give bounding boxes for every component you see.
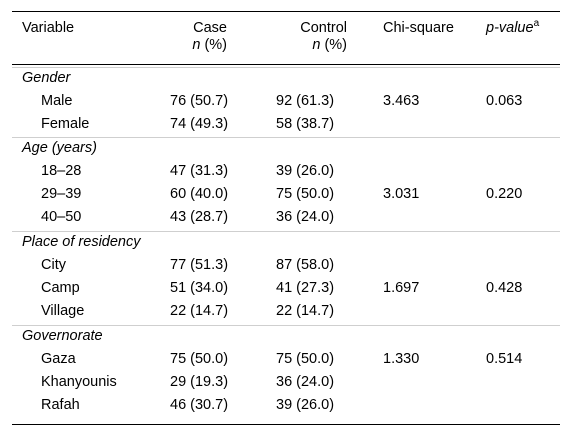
header-case-title: Case (193, 20, 227, 36)
row-label: 18–28 (41, 163, 82, 179)
row-label: 29–39 (41, 186, 82, 202)
group-heading: Age (years) (22, 140, 97, 156)
header-case-percent: (%) (204, 37, 227, 53)
row-label: 40–50 (41, 209, 82, 225)
case-value: 60 (40.0) (170, 186, 229, 202)
case-value: 51 (34.0) (170, 280, 229, 296)
chi-square-value: 3.463 (383, 93, 420, 109)
row-label: Khanyounis (41, 374, 117, 390)
control-value: 75 (50.0) (276, 351, 335, 367)
case-value: 75 (50.0) (170, 351, 229, 367)
header-chi-square: Chi-square (383, 20, 454, 36)
group-divider (12, 137, 560, 138)
group-divider (12, 231, 560, 232)
row-label: Gaza (41, 351, 76, 367)
control-value: 39 (26.0) (276, 163, 335, 179)
case-value: 46 (30.7) (170, 397, 229, 413)
case-value: 47 (31.3) (170, 163, 229, 179)
case-value: 22 (14.7) (170, 303, 229, 319)
control-value: 92 (61.3) (276, 93, 335, 109)
case-value: 76 (50.7) (170, 93, 229, 109)
control-value: 75 (50.0) (276, 186, 335, 202)
header-case-n: n (192, 37, 201, 53)
chi-square-value: 1.330 (383, 351, 420, 367)
group-heading: Gender (22, 70, 71, 86)
row-label: Camp (41, 280, 80, 296)
header-p-value: p-valuea (486, 18, 540, 37)
header-divider (12, 64, 560, 65)
control-value: 41 (27.3) (276, 280, 335, 296)
chi-square-value: 3.031 (383, 186, 420, 202)
header-p-value-label: p-value (486, 20, 534, 36)
row-label: Rafah (41, 397, 80, 413)
control-value: 36 (24.0) (276, 209, 335, 225)
p-value: 0.063 (486, 93, 523, 109)
case-value: 74 (49.3) (170, 116, 229, 132)
p-value: 0.428 (486, 280, 523, 296)
row-label: City (41, 257, 66, 273)
row-label: Male (41, 93, 73, 109)
p-value: 0.514 (486, 351, 523, 367)
control-value: 36 (24.0) (276, 374, 335, 390)
group-heading: Place of residency (22, 234, 141, 250)
header-control-n: n (312, 37, 321, 53)
case-value: 77 (51.3) (170, 257, 229, 273)
header-control-title: Control (300, 20, 347, 36)
case-value: 43 (28.7) (170, 209, 229, 225)
control-value: 22 (14.7) (276, 303, 335, 319)
case-value: 29 (19.3) (170, 374, 229, 390)
control-value: 58 (38.7) (276, 116, 335, 132)
chi-square-value: 1.697 (383, 280, 420, 296)
row-label: Village (41, 303, 85, 319)
group-heading: Governorate (22, 328, 103, 344)
control-value: 87 (58.0) (276, 257, 335, 273)
header-variable: Variable (22, 20, 75, 36)
header-case: Case n (%) (192, 20, 227, 54)
group-divider (12, 67, 560, 68)
header-control: Control n (%) (300, 20, 347, 54)
header-p-value-footnote: a (533, 18, 540, 30)
results-table: Variable Case n (%) Control n (%) Chi-sq… (12, 11, 560, 425)
row-label: Female (41, 116, 90, 132)
p-value: 0.220 (486, 186, 523, 202)
control-value: 39 (26.0) (276, 397, 335, 413)
group-divider (12, 325, 560, 326)
header-control-percent: (%) (324, 37, 347, 53)
